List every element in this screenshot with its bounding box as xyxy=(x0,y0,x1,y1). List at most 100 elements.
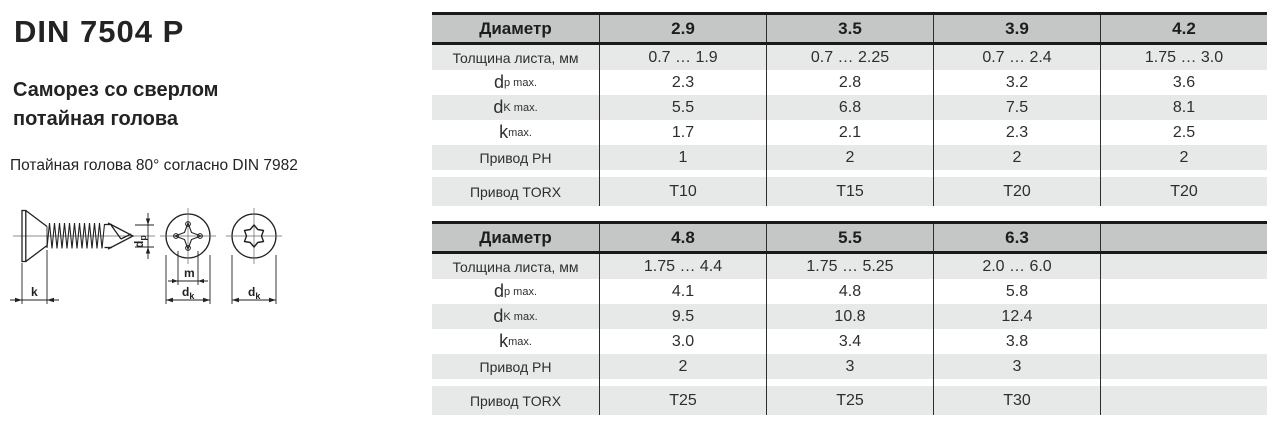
spacer-row xyxy=(432,379,1267,386)
header-diameter: Диаметр xyxy=(432,224,600,251)
left-panel: DIN 7504 P Саморез со сверлом потайная г… xyxy=(0,0,430,437)
value-cell xyxy=(1101,354,1267,379)
phillips-head-view xyxy=(160,208,216,264)
value-cell: 4.1 xyxy=(600,279,767,304)
value-cell: 1.75 … 3.0 xyxy=(1144,48,1224,66)
product-subtitle: Саморез со сверлом потайная голова xyxy=(13,76,218,134)
head-standard-note: Потайная голова 80° согласно DIN 7982 xyxy=(10,157,298,174)
value-cell: 6.8 xyxy=(767,95,934,120)
table-row-sheet-thickness: Толщина листа, мм 0.7 … 1.9 0.7 … 2.25 0… xyxy=(432,45,1267,70)
value-cell: 2.3 xyxy=(600,70,767,95)
spec-table-large-diameters: Диаметр 4.8 5.5 6.3 Толщина листа, мм 1.… xyxy=(432,221,1267,415)
table-row-k-max: k max. 1.7 2.1 2.3 2.5 xyxy=(432,120,1267,145)
header-diameter: Диаметр xyxy=(432,15,600,42)
value-cell: 3.8 xyxy=(934,329,1101,354)
m-label: m xyxy=(184,266,195,280)
screw-technical-drawing: k dp m xyxy=(10,208,282,304)
torx-head-view xyxy=(226,208,282,264)
value-cell: 2.1 xyxy=(767,120,934,145)
table-row-drive-torx: Привод TORX T10 T15 T20 T20 xyxy=(432,177,1267,206)
table-header-row: Диаметр 2.9 3.5 3.9 4.2 xyxy=(432,12,1267,45)
subtitle-line-2: потайная голова xyxy=(13,108,179,130)
value-cell: 1.75 … 5.25 xyxy=(767,254,934,279)
value-cell: 2 xyxy=(1179,148,1189,166)
value-cell: 1 xyxy=(600,145,767,170)
value-cell: 1.75 … 4.4 xyxy=(600,254,767,279)
value-cell: T20 xyxy=(1170,182,1198,200)
value-cell: 3 xyxy=(767,354,934,379)
value-cell: 7.5 xyxy=(934,95,1101,120)
page-title: DIN 7504 P xyxy=(14,14,185,49)
value-cell: 2.5 xyxy=(1172,123,1196,141)
k-dimension: k xyxy=(10,250,59,304)
value-cell: T30 xyxy=(934,386,1101,415)
table-row-sheet-thickness: Толщина листа, мм 1.75 … 4.4 1.75 … 5.25… xyxy=(432,254,1267,279)
row-label: Привод TORX xyxy=(432,177,600,206)
value-cell: T25 xyxy=(767,386,934,415)
dk-dimension-phillips: dk xyxy=(165,255,211,304)
row-label: Толщина листа, мм xyxy=(432,254,600,279)
value-cell: 2 xyxy=(934,145,1101,170)
k-label: k xyxy=(31,285,38,299)
value-cell: 5.5 xyxy=(600,95,767,120)
value-cell: 0.7 … 2.4 xyxy=(934,45,1101,70)
row-label: Привод PH xyxy=(432,354,600,379)
dk-label-phillips: dk xyxy=(182,285,195,301)
dp-dimension: dp xyxy=(132,213,154,259)
value-cell: T25 xyxy=(600,386,767,415)
header-diameter-value: 4.8 xyxy=(600,224,767,251)
header-diameter-value: 2.9 xyxy=(600,15,767,42)
value-cell xyxy=(1101,304,1267,329)
value-cell: 0.7 … 1.9 xyxy=(600,45,767,70)
value-cell: 3.2 xyxy=(934,70,1101,95)
table-row-k-max: k max. 3.0 3.4 3.8 xyxy=(432,329,1267,354)
spec-tables: Диаметр 2.9 3.5 3.9 4.2 Толщина листа, м… xyxy=(432,12,1267,415)
header-diameter-value: 3.9 xyxy=(934,15,1101,42)
value-cell: 2 xyxy=(600,354,767,379)
value-cell: 3.4 xyxy=(767,329,934,354)
value-cell xyxy=(1101,329,1267,354)
table-row-drive-torx: Привод TORX T25 T25 T30 xyxy=(432,386,1267,415)
dp-label: dp xyxy=(132,235,148,248)
value-cell: T10 xyxy=(600,177,767,206)
value-cell: 4.8 xyxy=(767,279,934,304)
value-cell: T15 xyxy=(767,177,934,206)
row-label: Привод PH xyxy=(432,145,600,170)
value-cell: 2 xyxy=(767,145,934,170)
header-diameter-value: 6.3 xyxy=(934,224,1101,251)
header-diameter-value xyxy=(1101,224,1267,251)
value-cell: 10.8 xyxy=(767,304,934,329)
dk-label-torx: dk xyxy=(248,285,261,301)
value-cell: 5.8 xyxy=(934,279,1101,304)
value-cell: 0.7 … 2.25 xyxy=(767,45,934,70)
subtitle-line-1: Саморез со сверлом xyxy=(13,79,219,101)
screw-side-view xyxy=(13,209,155,263)
value-cell: 8.1 xyxy=(1172,98,1196,116)
value-cell: 3.6 xyxy=(1172,73,1196,91)
value-cell: 3.0 xyxy=(600,329,767,354)
value-cell: 2.0 … 6.0 xyxy=(934,254,1101,279)
header-diameter-value: 5.5 xyxy=(767,224,934,251)
table-row-drive-ph: Привод PH 2 3 3 xyxy=(432,354,1267,379)
spacer-row xyxy=(432,170,1267,177)
value-cell: 2.8 xyxy=(767,70,934,95)
value-cell: 3 xyxy=(934,354,1101,379)
value-cell: 9.5 xyxy=(600,304,767,329)
table-row-drive-ph: Привод PH 1 2 2 2 xyxy=(432,145,1267,170)
value-cell xyxy=(1101,254,1267,279)
value-cell: 12.4 xyxy=(934,304,1101,329)
value-cell: 2.3 xyxy=(934,120,1101,145)
table-header-row: Диаметр 4.8 5.5 6.3 xyxy=(432,221,1267,254)
m-dimension: m xyxy=(168,251,208,285)
spec-table-small-diameters: Диаметр 2.9 3.5 3.9 4.2 Толщина листа, м… xyxy=(432,12,1267,206)
header-diameter-value: 4.2 xyxy=(1172,18,1196,38)
row-label: k max. xyxy=(432,120,600,145)
value-cell xyxy=(1101,279,1267,304)
dk-dimension-torx: dk xyxy=(231,255,277,304)
